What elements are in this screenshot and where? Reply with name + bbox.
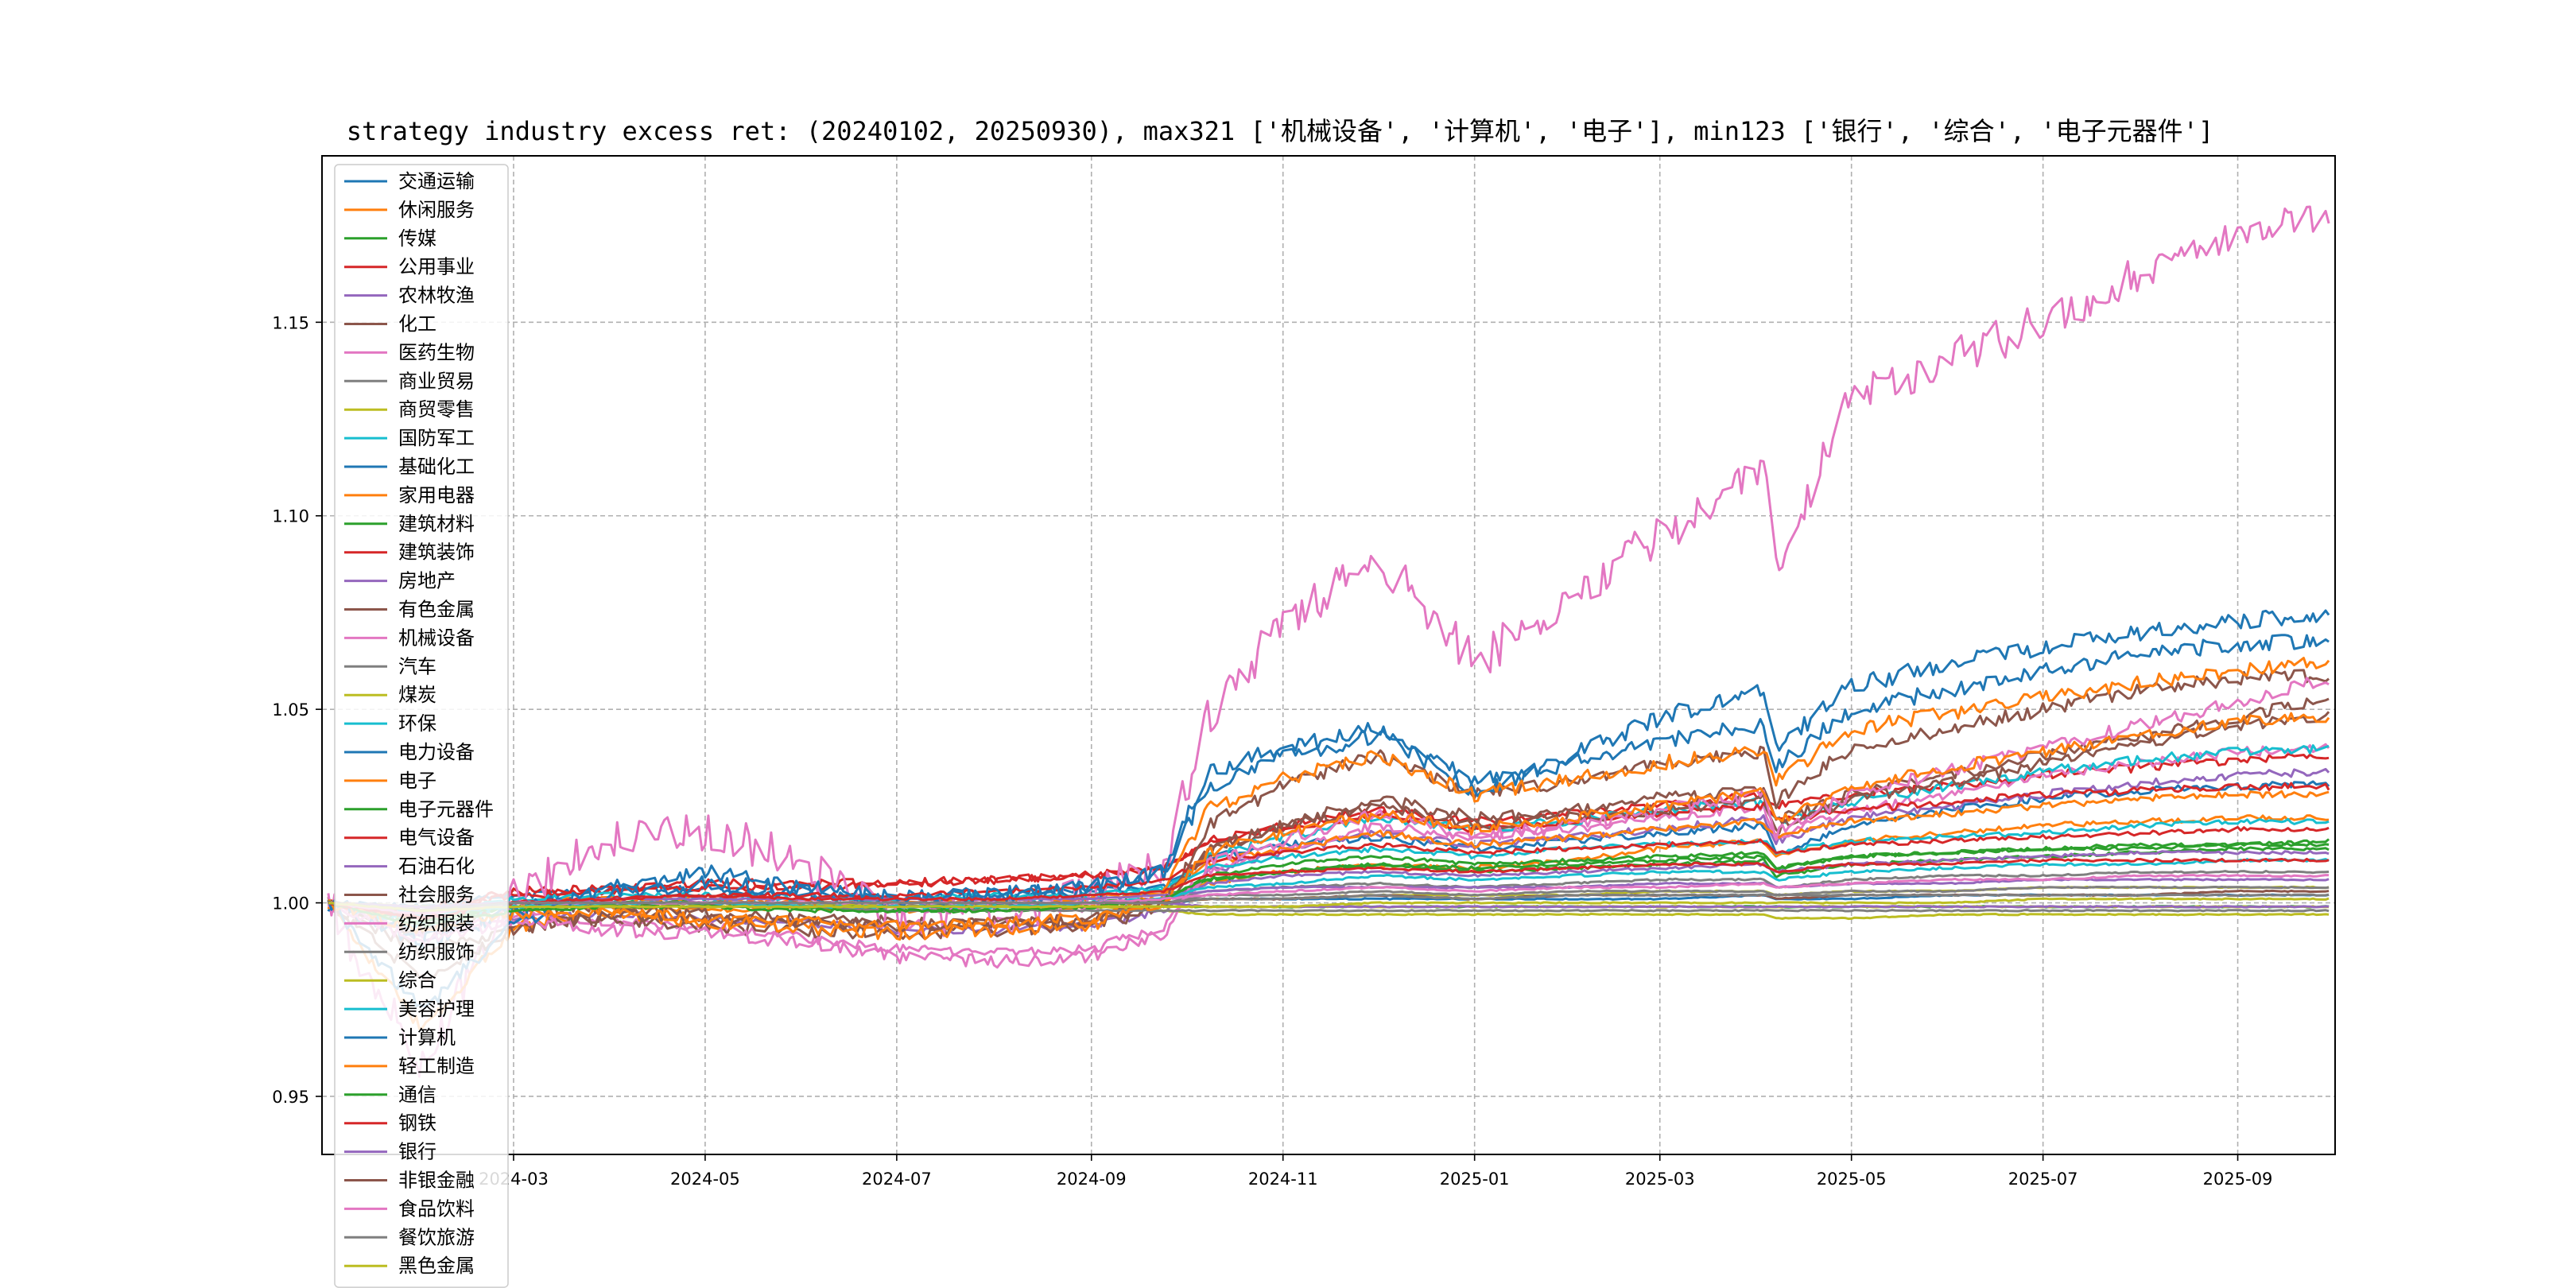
x-tick-label: 2024-11: [1248, 1170, 1318, 1189]
legend-label: 休闲服务: [398, 199, 475, 221]
x-tick-label: 2024-05: [670, 1170, 740, 1189]
x-tick-label: 2025-09: [2203, 1170, 2273, 1189]
legend-label: 国防军工: [398, 427, 475, 449]
legend-label: 轻工制造: [398, 1055, 475, 1077]
x-tick-label: 2025-05: [1817, 1170, 1887, 1189]
chart-title: strategy industry excess ret: (20240102,…: [347, 116, 2213, 146]
legend-label: 食品饮料: [398, 1197, 475, 1220]
legend-label: 基础化工: [398, 456, 475, 478]
legend-label: 煤炭: [398, 684, 436, 706]
legend-label: 医药生物: [398, 341, 475, 363]
legend-label: 电气设备: [398, 827, 475, 849]
x-tick-label: 2025-01: [1440, 1170, 1510, 1189]
legend-label: 建筑装饰: [398, 541, 475, 564]
legend-label: 电子: [398, 770, 436, 792]
x-tick-label: 2025-03: [1625, 1170, 1695, 1189]
legend-label: 建筑材料: [398, 513, 475, 535]
legend-label: 房地产: [398, 570, 456, 592]
legend-label: 电子元器件: [398, 798, 494, 821]
legend-label: 商贸零售: [398, 398, 475, 421]
y-tick-label: 1.05: [272, 700, 309, 720]
legend-label: 非银金融: [398, 1170, 475, 1192]
legend-label: 纺织服饰: [398, 941, 475, 963]
legend-label: 家用电器: [398, 484, 475, 506]
legend-label: 银行: [398, 1141, 436, 1163]
legend-label: 交通运输: [398, 170, 475, 192]
legend-label: 钢铁: [398, 1112, 436, 1135]
legend-label: 社会服务: [398, 884, 475, 906]
legend-label: 计算机: [398, 1026, 456, 1049]
legend-label: 美容护理: [398, 998, 475, 1020]
x-tick-label: 2025-07: [2008, 1170, 2078, 1189]
legend-label: 纺织服装: [398, 912, 475, 934]
legend-label: 机械设备: [398, 627, 475, 649]
legend-label: 环保: [398, 712, 436, 735]
y-tick-label: 1.00: [272, 894, 309, 914]
legend-label: 黑色金属: [398, 1255, 475, 1277]
legend-label: 化工: [398, 313, 436, 336]
legend-label: 公用事业: [398, 256, 475, 278]
y-tick-label: 1.15: [272, 313, 309, 332]
legend-label: 传媒: [398, 227, 436, 250]
legend-label: 有色金属: [398, 599, 475, 621]
y-tick-label: 1.10: [272, 507, 309, 526]
legend-label: 餐饮旅游: [398, 1226, 475, 1248]
legend-label: 商业贸易: [398, 370, 475, 392]
legend-label: 农林牧渔: [398, 285, 475, 307]
y-tick-label: 0.95: [272, 1088, 309, 1107]
legend-label: 通信: [398, 1084, 436, 1106]
legend-label: 综合: [398, 969, 436, 991]
legend-label: 汽车: [398, 655, 436, 677]
legend: 交通运输休闲服务传媒公用事业农林牧渔化工医药生物商业贸易商贸零售国防军工基础化工…: [335, 165, 508, 1287]
x-tick-label: 2024-09: [1057, 1170, 1127, 1189]
x-tick-label: 2024-07: [862, 1170, 932, 1189]
legend-label: 电力设备: [398, 741, 475, 763]
legend-label: 石油石化: [398, 855, 475, 878]
